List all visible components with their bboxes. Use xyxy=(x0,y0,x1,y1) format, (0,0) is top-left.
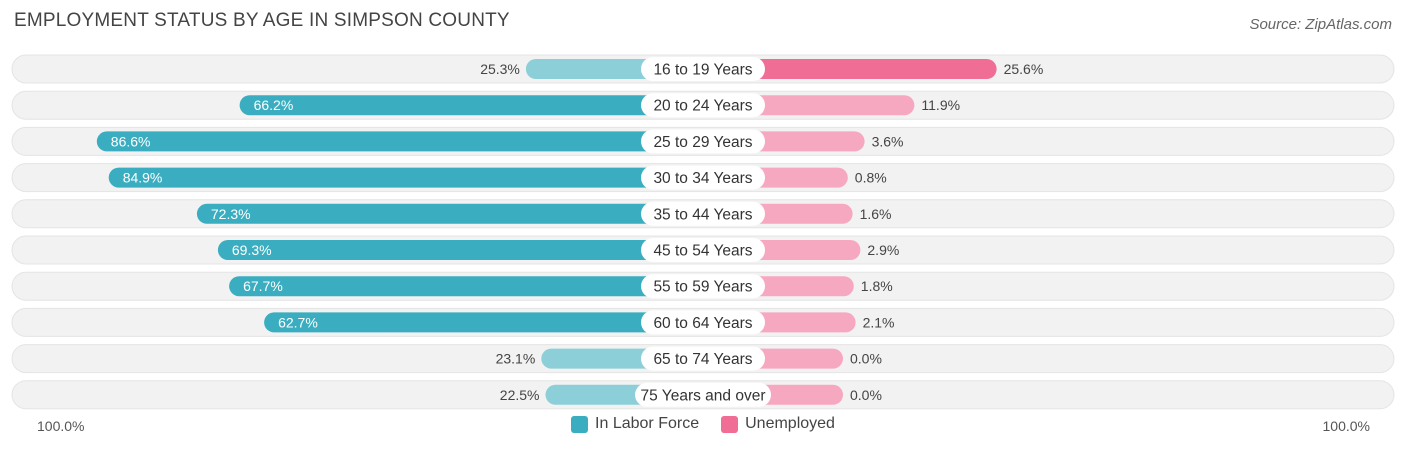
legend: In Labor Force Unemployed xyxy=(0,415,1406,433)
category-label-4: 30 to 34 Years xyxy=(653,170,752,187)
label-labor-force-5: 72.3% xyxy=(211,206,251,222)
label-unemployed-8: 2.1% xyxy=(863,314,895,330)
label-unemployed-7: 1.8% xyxy=(861,278,893,294)
label-unemployed-4: 0.8% xyxy=(855,170,887,186)
axis-left-label: 100.0% xyxy=(37,418,85,434)
label-labor-force-3: 86.6% xyxy=(111,133,151,149)
chart-source: Source: ZipAtlas.com xyxy=(1249,16,1392,33)
bar-labor-force-4 xyxy=(108,167,703,188)
legend-label-unemployed: Unemployed xyxy=(745,415,835,432)
category-pill-7 xyxy=(641,274,765,299)
category-label-10: 75 Years and over xyxy=(641,387,766,404)
chart-title: EMPLOYMENT STATUS BY AGE IN SIMPSON COUN… xyxy=(14,10,510,31)
category-pill-5 xyxy=(641,201,765,226)
bar-labor-force-3 xyxy=(96,131,704,152)
bar-labor-force-5 xyxy=(196,203,703,224)
label-unemployed-3: 3.6% xyxy=(872,133,904,149)
category-pill-4 xyxy=(641,165,765,190)
bar-labor-force-2 xyxy=(239,95,703,116)
legend-item-labor-force[interactable]: In Labor Force xyxy=(571,415,699,433)
label-labor-force-1: 25.3% xyxy=(480,61,520,77)
category-label-8: 60 to 64 Years xyxy=(653,315,752,332)
category-pill-6 xyxy=(641,238,765,262)
label-unemployed-10: 0.0% xyxy=(850,387,882,403)
category-label-6: 45 to 54 Years xyxy=(653,243,752,260)
category-pill-10 xyxy=(635,382,771,407)
legend-swatch-unemployed xyxy=(721,415,739,433)
legend-label-labor-force: In Labor Force xyxy=(595,415,700,432)
bar-labor-force-8 xyxy=(264,312,703,333)
bar-labor-force-6 xyxy=(217,240,703,260)
category-label-5: 35 to 44 Years xyxy=(653,206,752,223)
legend-item-unemployed[interactable]: Unemployed xyxy=(721,415,835,433)
label-unemployed-5: 1.6% xyxy=(860,206,892,222)
category-pill-3 xyxy=(641,129,765,154)
label-labor-force-7: 67.7% xyxy=(243,278,283,294)
label-labor-force-6: 69.3% xyxy=(232,242,272,258)
category-label-2: 20 to 24 Years xyxy=(653,98,752,115)
bar-labor-force-7 xyxy=(229,276,703,297)
category-label-7: 55 to 59 Years xyxy=(653,279,752,296)
label-unemployed-9: 0.0% xyxy=(850,351,882,367)
category-pill-9 xyxy=(641,346,765,371)
label-labor-force-8: 62.7% xyxy=(278,314,318,330)
label-unemployed-1: 25.6% xyxy=(1004,61,1044,77)
legend-swatch-labor-force xyxy=(571,415,589,433)
category-label-3: 25 to 29 Years xyxy=(653,134,752,151)
category-label-9: 65 to 74 Years xyxy=(653,351,752,368)
label-labor-force-2: 66.2% xyxy=(254,97,294,113)
category-pill-8 xyxy=(641,310,765,335)
axis-right-label: 100.0% xyxy=(1322,418,1370,434)
label-labor-force-10: 22.5% xyxy=(500,387,540,403)
category-pill-1 xyxy=(641,57,765,81)
label-labor-force-9: 23.1% xyxy=(496,351,536,367)
label-labor-force-4: 84.9% xyxy=(123,170,163,186)
category-pill-2 xyxy=(641,93,765,118)
bar-unemployed-1 xyxy=(703,59,997,79)
category-label-1: 16 to 19 Years xyxy=(653,62,752,79)
label-unemployed-6: 2.9% xyxy=(867,242,899,258)
label-unemployed-2: 11.9% xyxy=(921,97,960,113)
